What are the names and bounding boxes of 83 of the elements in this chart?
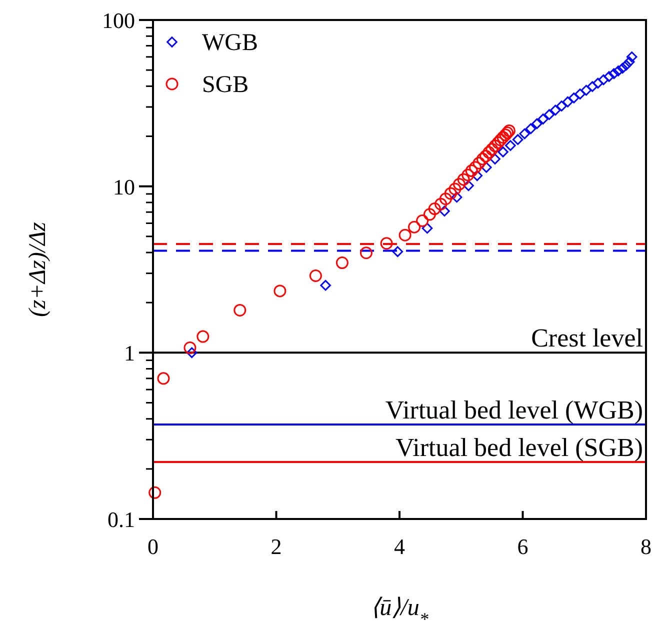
y-tick-label: 1 xyxy=(124,340,135,366)
y-tick-label: 0.1 xyxy=(108,507,135,532)
point xyxy=(624,56,635,68)
point xyxy=(626,52,638,62)
point xyxy=(617,62,628,74)
point xyxy=(482,146,496,159)
point xyxy=(444,187,457,200)
legend-label: WGB xyxy=(202,30,258,56)
point xyxy=(494,134,507,146)
point xyxy=(568,92,580,104)
ref-line-label: Virtual bed level (WGB) xyxy=(385,395,643,424)
point xyxy=(157,372,170,385)
point xyxy=(472,170,483,182)
point xyxy=(439,192,452,206)
point xyxy=(465,164,478,178)
point xyxy=(453,178,466,190)
point xyxy=(586,81,598,92)
point xyxy=(532,118,542,130)
x-tick-label: 4 xyxy=(394,534,405,559)
point xyxy=(463,180,474,192)
point xyxy=(480,162,492,173)
y-tick-label: 100 xyxy=(102,8,135,33)
point xyxy=(448,182,462,196)
point xyxy=(488,140,502,152)
point xyxy=(416,214,429,227)
point xyxy=(380,237,393,250)
point xyxy=(398,228,412,242)
point xyxy=(196,330,210,343)
x-tick-label: 6 xyxy=(517,534,528,559)
point xyxy=(550,104,561,116)
point xyxy=(544,109,555,120)
point xyxy=(451,192,462,203)
x-tick-label: 2 xyxy=(270,534,282,559)
x-tick-label: 0 xyxy=(148,534,158,559)
point xyxy=(234,304,246,316)
point xyxy=(574,88,586,100)
point xyxy=(309,270,322,282)
point xyxy=(472,156,486,170)
point xyxy=(538,114,548,124)
point xyxy=(505,140,516,151)
point xyxy=(612,66,624,76)
y-tick-label: 10 xyxy=(113,174,135,200)
point xyxy=(186,347,198,358)
point xyxy=(501,126,514,139)
point xyxy=(580,84,592,96)
ref-line-label: Crest level xyxy=(531,324,643,353)
ref-line-label: Virtual bed level (SGB) xyxy=(395,433,643,462)
point xyxy=(480,150,492,162)
legend-label: SGB xyxy=(202,72,249,98)
point xyxy=(434,198,448,210)
point xyxy=(469,161,482,174)
y-axis-title: (z+Δz)/Δz xyxy=(25,221,51,318)
point xyxy=(525,123,536,134)
point xyxy=(562,96,574,108)
point xyxy=(490,154,500,164)
point xyxy=(360,246,372,260)
point xyxy=(320,280,331,291)
point xyxy=(184,342,196,354)
point xyxy=(148,486,162,499)
point xyxy=(592,78,604,89)
point xyxy=(392,246,404,258)
point xyxy=(519,128,530,140)
x-tick-label: 8 xyxy=(640,534,652,559)
point xyxy=(512,134,524,145)
point xyxy=(462,168,474,182)
point xyxy=(439,206,450,216)
point xyxy=(598,74,609,86)
point xyxy=(498,146,508,158)
point xyxy=(608,68,620,80)
point xyxy=(486,143,498,156)
point xyxy=(556,100,567,112)
point xyxy=(336,256,348,270)
point xyxy=(428,202,441,216)
point xyxy=(408,220,421,234)
x-axis-title: ⟨ū⟩/u$_{*}$ xyxy=(370,595,428,629)
point xyxy=(457,173,470,186)
point xyxy=(423,208,436,221)
point xyxy=(422,222,433,234)
point xyxy=(492,136,504,149)
point xyxy=(604,71,614,82)
point xyxy=(274,284,286,298)
point xyxy=(476,152,489,166)
point xyxy=(620,60,632,71)
